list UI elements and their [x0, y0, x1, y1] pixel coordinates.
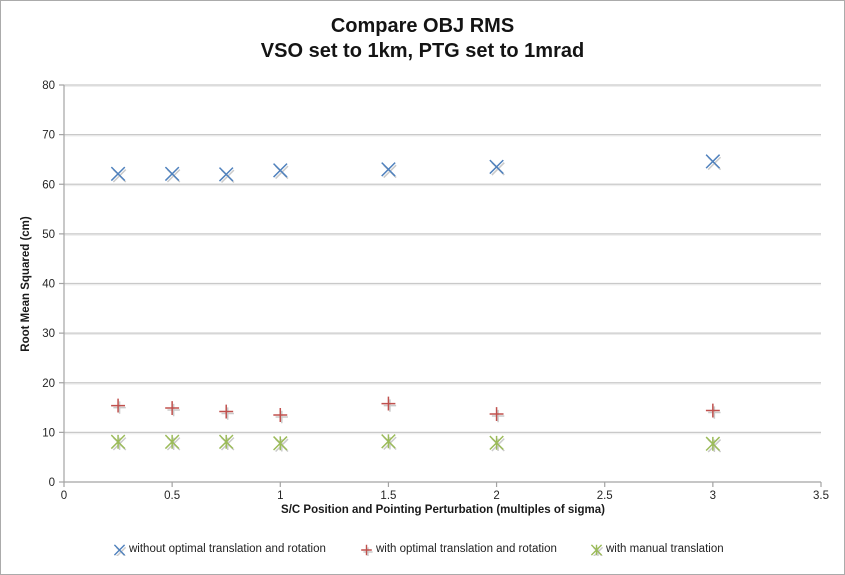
series-asterisk [110, 434, 722, 453]
data-point-marker [164, 166, 180, 182]
data-point-marker [165, 401, 180, 416]
x-tick-label: 0 [61, 490, 67, 502]
y-tick-label: 40 [42, 279, 55, 291]
x-tick-label: 3.5 [813, 490, 829, 502]
chart-title-line2: VSO set to 1km, PTG set to 1mrad [260, 40, 585, 62]
x-tick-label: 0.5 [164, 490, 180, 502]
chart-title-line1: Compare OBJ RMS [330, 15, 515, 37]
y-tick-label: 80 [42, 80, 55, 92]
data-point-marker [273, 436, 288, 451]
x-tick-label: 2 [493, 490, 499, 502]
data-point-marker [381, 434, 396, 449]
data-point-marker [164, 434, 180, 450]
marker-shadow [113, 401, 126, 414]
tick-labels: 0 10 20 30 40 50 60 70 80 0 0.5 1 1.5 2 2.5 3 3.5 [42, 80, 829, 502]
data-point-marker [489, 407, 504, 421]
data-point-marker [489, 159, 504, 175]
series-plus [111, 396, 721, 424]
x-tick-label: 1 [277, 490, 283, 502]
y-tick-label: 20 [42, 378, 55, 390]
x-tick-label: 1.5 [380, 490, 396, 502]
data-point-marker [218, 167, 234, 182]
data-point-marker [705, 436, 721, 452]
gridlines [64, 84, 821, 435]
series-x [110, 154, 722, 184]
x-tick-label: 3 [710, 490, 716, 502]
data-point-marker [489, 435, 504, 451]
chart-title: Compare OBJ RMS VSO set to 1km, PTG set … [1, 14, 844, 64]
marker-shadow [491, 409, 505, 423]
data-point-marker [218, 434, 234, 450]
y-tick-label: 0 [49, 477, 55, 489]
data-point-marker [705, 403, 720, 418]
data-point-marker [381, 396, 396, 411]
y-tick-label: 50 [42, 229, 55, 241]
data-point-marker [273, 408, 288, 422]
marker-shadow [275, 410, 288, 424]
data-point-marker [219, 404, 234, 419]
data-point-marker [111, 398, 126, 413]
x-axis-title: S/C Position and Pointing Perturbation (… [281, 504, 605, 516]
y-axis-title: Root Mean Squared (cm) [20, 216, 32, 352]
marker-shadow [221, 407, 234, 420]
data-point-marker [381, 162, 396, 177]
y-tick-label: 70 [42, 130, 55, 142]
marker-shadow [167, 403, 180, 417]
marker-shadow [383, 399, 397, 412]
y-tick-label: 60 [42, 179, 55, 191]
data-point-marker [110, 434, 126, 450]
x-tick-label: 2.5 [597, 490, 613, 502]
data-point-marker [110, 166, 126, 182]
data-point-marker [705, 154, 721, 169]
marker-shadow [708, 406, 721, 419]
data-point-marker [273, 163, 288, 178]
y-tick-label: 10 [42, 427, 55, 439]
tick-marks [59, 84, 822, 487]
y-tick-label: 30 [42, 328, 55, 340]
